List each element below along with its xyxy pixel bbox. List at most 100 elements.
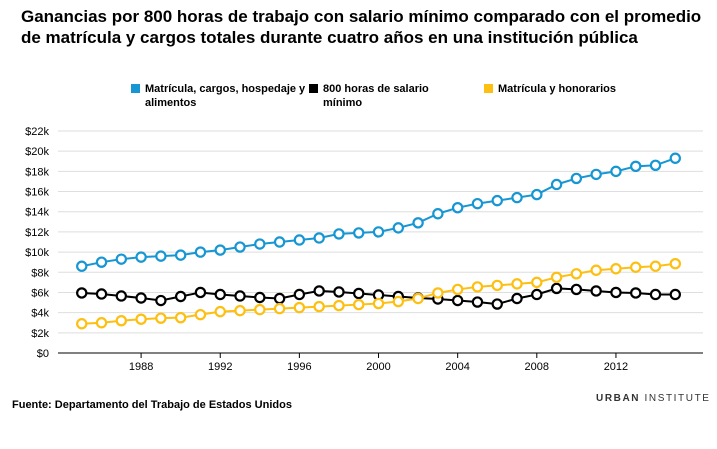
series-group: [76, 152, 682, 330]
data-point: [293, 301, 306, 314]
data-point: [214, 305, 226, 318]
data-point: [392, 295, 405, 308]
data-point: [610, 165, 622, 178]
data-point: [471, 197, 484, 210]
data-point: [254, 238, 266, 250]
data-point: [451, 283, 464, 296]
y-tick-label: $22k: [25, 126, 49, 138]
data-point: [254, 291, 266, 304]
y-tick-label: $20k: [25, 146, 49, 158]
data-point: [649, 288, 662, 301]
data-point: [412, 217, 424, 229]
data-point: [353, 227, 365, 239]
x-tick-label: 2000: [366, 361, 390, 373]
legend-item-tuition-fees: Matrícula y honorarios: [484, 82, 664, 96]
data-point: [550, 178, 563, 191]
x-tick-label: 1988: [129, 361, 153, 373]
data-point: [432, 287, 444, 299]
data-point: [174, 311, 187, 324]
data-point: [372, 297, 385, 310]
data-point: [135, 292, 147, 304]
data-point: [155, 250, 167, 262]
data-point: [135, 251, 147, 263]
data-point: [174, 290, 187, 303]
data-point: [353, 298, 365, 311]
data-point: [531, 188, 543, 201]
y-tick-label: $0: [37, 348, 49, 360]
x-tick-label: 2004: [445, 361, 469, 373]
data-point: [491, 298, 503, 310]
data-point: [590, 285, 602, 297]
y-tick-label: $8k: [31, 267, 49, 279]
data-point: [194, 286, 207, 299]
data-point: [570, 268, 583, 280]
data-point: [333, 286, 345, 298]
data-point: [234, 241, 246, 253]
data-point: [273, 236, 286, 248]
data-point: [451, 294, 464, 307]
data-point: [155, 312, 167, 324]
data-point: [293, 234, 306, 246]
legend-item-minimum-wage: 800 horas de salario mínimo: [309, 82, 449, 110]
data-point: [412, 292, 424, 305]
data-point: [333, 228, 345, 240]
data-point: [333, 299, 345, 312]
data-point: [234, 304, 246, 317]
x-axis: 1988 1992 1996 2000 2004 2008 2012: [58, 352, 703, 373]
data-point: [234, 290, 246, 302]
data-point: [630, 287, 642, 299]
data-point: [471, 296, 484, 308]
legend-item-tuition-fees-room-board: Matrícula, cargos, hospedaje y alimentos: [131, 82, 311, 110]
y-tick-label: $6k: [31, 287, 49, 299]
data-point: [174, 249, 187, 261]
data-point: [76, 287, 88, 299]
chart-title: Ganancias por 800 horas de trabajo con s…: [21, 7, 702, 47]
data-point: [471, 281, 484, 293]
data-point: [313, 232, 325, 244]
data-point: [313, 300, 325, 313]
data-point: [95, 288, 108, 300]
data-point: [115, 315, 128, 327]
y-tick-label: $4k: [31, 308, 49, 320]
data-point: [214, 288, 226, 301]
brand-regular: INSTITUTE: [644, 393, 711, 404]
y-tick-label: $16k: [25, 187, 49, 199]
source-note: Fuente: Departamento del Trabajo de Esta…: [12, 399, 292, 411]
x-tick-label: 1996: [287, 361, 311, 373]
data-point: [76, 260, 88, 272]
data-point: [531, 288, 543, 301]
data-point: [115, 253, 128, 265]
data-point: [76, 318, 88, 330]
data-point: [95, 317, 108, 329]
data-point: [392, 222, 405, 234]
data-point: [451, 201, 464, 214]
data-point: [570, 172, 583, 185]
legend-swatch-black: [309, 84, 318, 93]
data-point: [95, 256, 108, 268]
data-point: [194, 246, 207, 258]
y-tick-label: $10k: [25, 247, 49, 259]
data-point: [669, 288, 682, 301]
legend-label: Matrícula, cargos, hospedaje y alimentos: [145, 83, 306, 109]
series-3: [76, 257, 682, 330]
data-point: [432, 208, 444, 220]
y-axis: $0 $2k $4k $6k $8k $10k $12k $14k $16k $18k $20k $2…: [25, 126, 49, 360]
data-point: [550, 282, 563, 295]
data-point: [273, 292, 286, 305]
data-point: [194, 308, 207, 321]
data-point: [590, 264, 602, 276]
data-point: [630, 160, 642, 173]
brand-logo: URBAN INSTITUTE: [596, 393, 711, 404]
data-point: [531, 276, 543, 289]
data-point: [570, 283, 583, 296]
data-point: [491, 279, 503, 292]
data-point: [610, 286, 622, 299]
data-point: [649, 159, 662, 172]
legend-label: 800 horas de salario mínimo: [323, 83, 429, 109]
data-point: [135, 313, 147, 325]
y-tick-label: $14k: [25, 207, 49, 219]
data-point: [511, 278, 523, 290]
legend-swatch-blue: [131, 84, 140, 93]
data-point: [649, 260, 662, 272]
